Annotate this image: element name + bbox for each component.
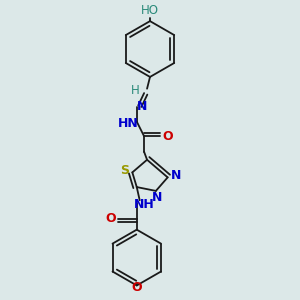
Text: N: N: [152, 191, 163, 204]
Text: H: H: [131, 84, 140, 97]
Text: O: O: [105, 212, 116, 225]
Text: O: O: [162, 130, 173, 143]
Text: N: N: [171, 169, 181, 182]
Text: HO: HO: [141, 4, 159, 17]
Text: O: O: [131, 281, 142, 294]
Text: HN: HN: [118, 116, 138, 130]
Text: S: S: [121, 164, 130, 177]
Text: N: N: [137, 100, 147, 113]
Text: NH: NH: [134, 198, 154, 211]
